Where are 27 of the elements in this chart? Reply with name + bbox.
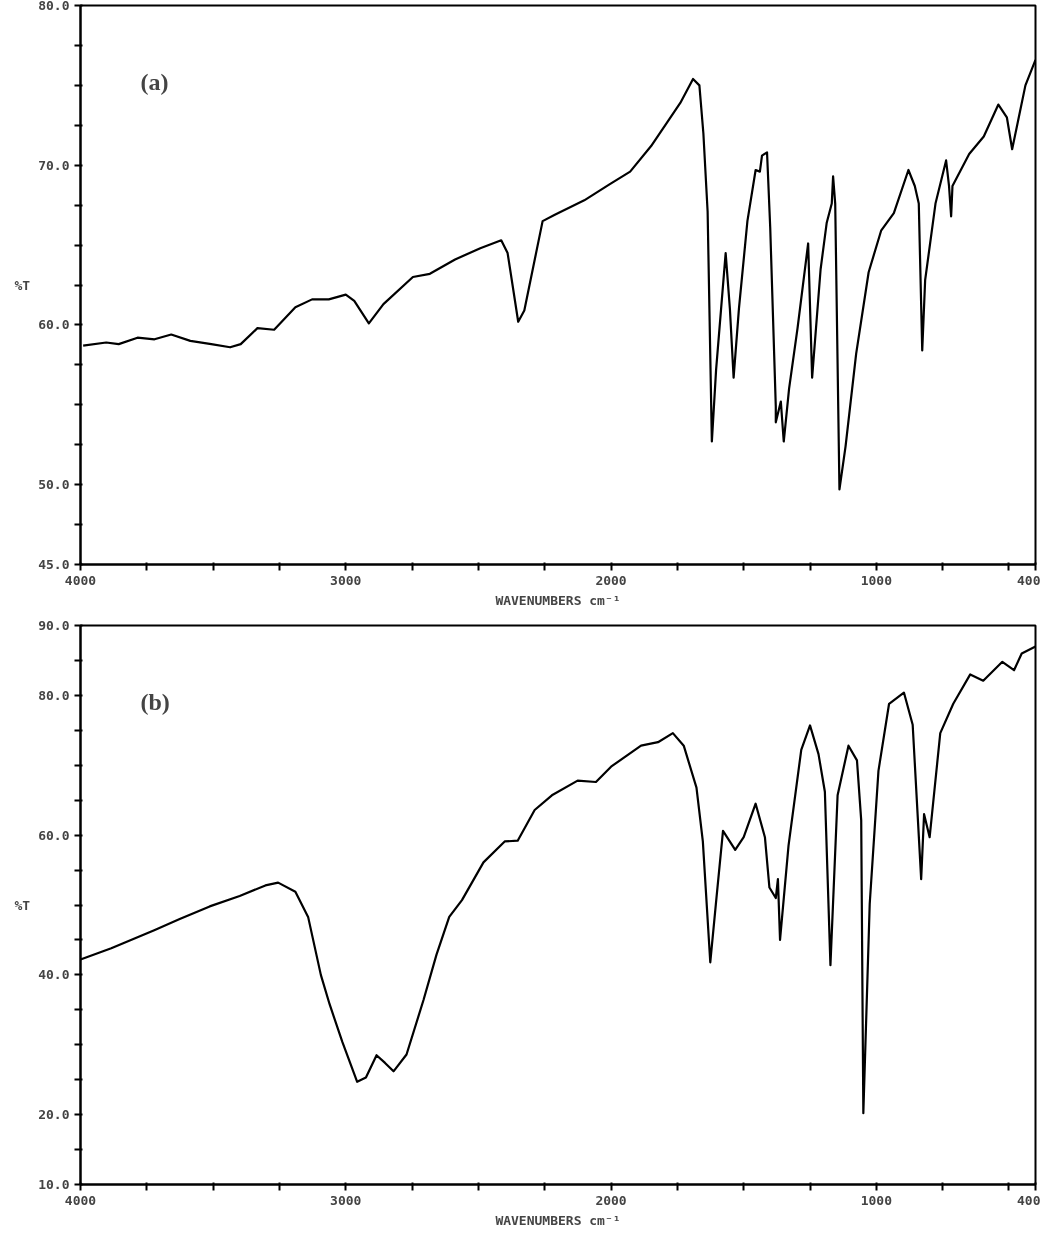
x-tick-label: 4000: [64, 572, 97, 588]
y-tick-label: 90.0: [38, 618, 70, 633]
x-tick-label: 2000: [595, 572, 627, 588]
x-tick-label: 4000: [64, 1192, 97, 1208]
x-tick-label: 3000: [330, 1192, 362, 1208]
y-tick-label: 60.0: [38, 827, 70, 843]
annotation: (b): [140, 688, 170, 715]
y-tick-label: 20.0: [38, 1107, 70, 1123]
y-tick-label: 10.0: [38, 1177, 70, 1192]
y-tick-label: 80.0: [38, 0, 70, 13]
y-tick-label: 40.0: [38, 967, 70, 983]
y-tick-label: 60.0: [38, 317, 70, 333]
annotation: (a): [140, 68, 169, 95]
y-tick-label: 45.0: [38, 557, 70, 572]
x-tick-label: 400: [1017, 572, 1041, 588]
x-axis-title: WAVENUMBERS cm⁻¹: [495, 592, 621, 608]
x-tick-label: 400: [1017, 1192, 1041, 1208]
x-axis-title: WAVENUMBERS cm⁻¹: [495, 1212, 621, 1228]
y-axis-title: %T: [14, 277, 31, 293]
x-tick-label: 1000: [860, 572, 893, 588]
x-tick-label: 2000: [595, 1192, 627, 1208]
y-tick-label: 50.0: [38, 477, 70, 493]
y-tick-label: 80.0: [38, 687, 70, 703]
y-axis-title: %T: [14, 897, 31, 913]
x-tick-label: 1000: [860, 1192, 893, 1208]
y-tick-label: 70.0: [38, 157, 70, 173]
x-tick-label: 3000: [330, 572, 362, 588]
